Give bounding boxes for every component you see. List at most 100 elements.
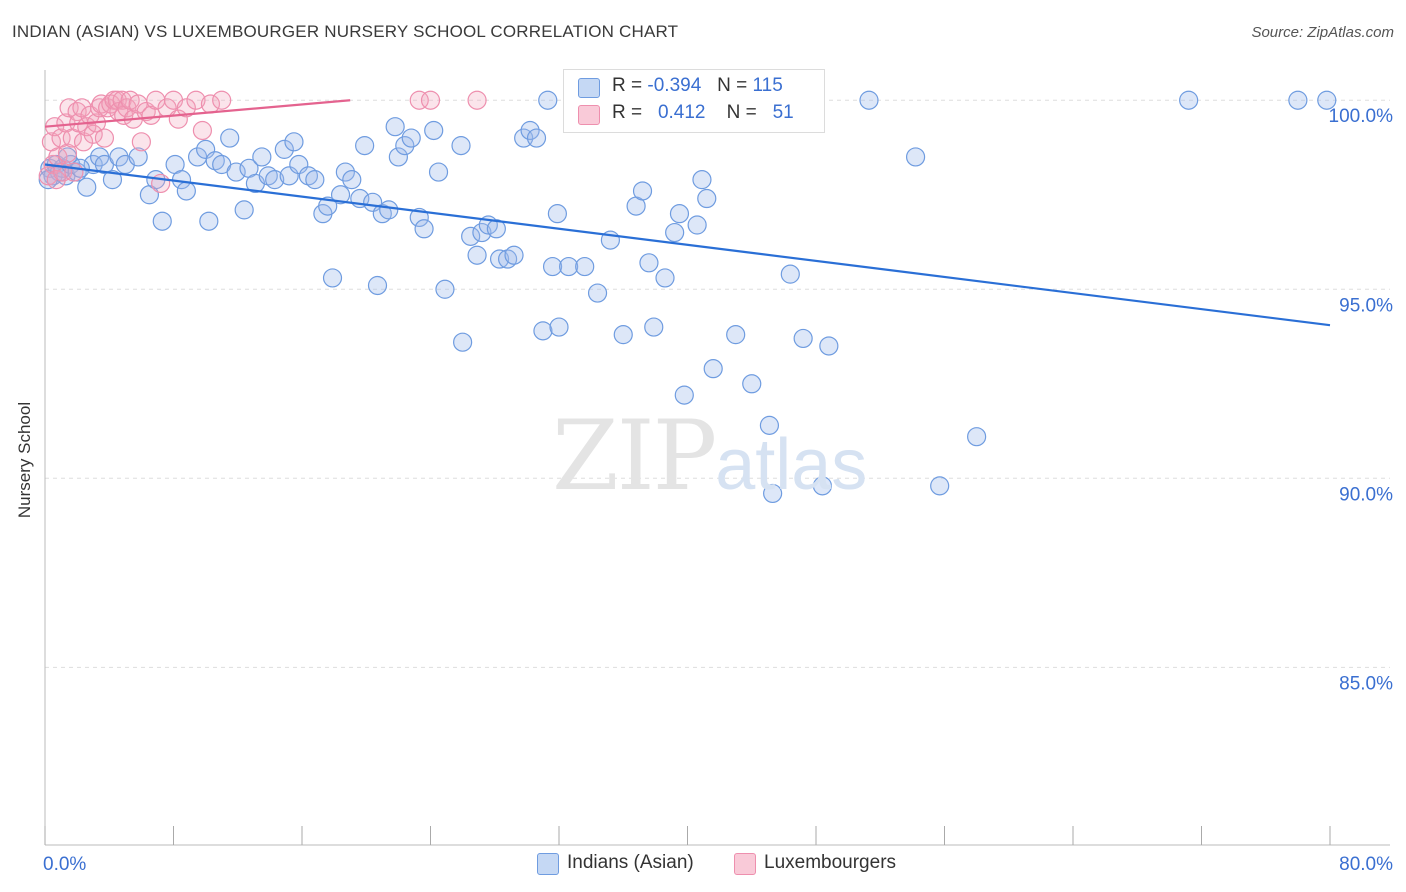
y-tick-label: 90.0% bbox=[1339, 484, 1393, 505]
indians-point bbox=[644, 317, 664, 337]
indians-point bbox=[674, 385, 694, 405]
indians-point bbox=[274, 139, 294, 159]
indians-point bbox=[355, 136, 375, 156]
indians-point bbox=[428, 162, 449, 182]
indians-point bbox=[504, 245, 524, 265]
watermark: ZIPatlas bbox=[552, 400, 867, 512]
indians-point bbox=[542, 256, 563, 277]
indians-point bbox=[102, 170, 123, 190]
luxembourger-point bbox=[46, 170, 66, 190]
indians-point bbox=[547, 204, 567, 224]
indians-point bbox=[1288, 90, 1308, 110]
axes bbox=[44, 70, 1390, 846]
indians-point bbox=[234, 200, 254, 220]
indians-point bbox=[388, 147, 408, 167]
indians-point bbox=[461, 226, 481, 246]
indians-point bbox=[453, 332, 473, 352]
indians-point bbox=[467, 245, 487, 265]
luxembourger-point bbox=[73, 132, 94, 152]
indians-point bbox=[472, 222, 492, 243]
indians-point bbox=[401, 128, 421, 148]
indians-point bbox=[759, 415, 780, 435]
luxembourger-point bbox=[212, 90, 232, 110]
luxembourger-point bbox=[64, 162, 84, 182]
indians-point bbox=[486, 219, 506, 239]
indians-point bbox=[780, 264, 800, 284]
indians-point bbox=[632, 181, 653, 201]
indians-point bbox=[526, 128, 547, 148]
luxembourger-point bbox=[420, 90, 441, 110]
indians-point bbox=[763, 483, 783, 504]
luxembourger-point bbox=[176, 98, 196, 118]
watermark-zip: ZIP bbox=[552, 400, 717, 512]
indians-point bbox=[520, 120, 540, 141]
chart-title: INDIAN (ASIAN) VS LUXEMBOURGER NURSERY S… bbox=[12, 22, 679, 41]
indians-point bbox=[199, 211, 219, 231]
series-legend: Indians (Asian) Luxembourgers bbox=[0, 851, 1406, 879]
indians-point bbox=[692, 170, 712, 190]
indians-point bbox=[930, 476, 950, 496]
indians-point bbox=[305, 170, 325, 190]
indians-point bbox=[613, 325, 633, 345]
luxembourger-point bbox=[131, 132, 151, 152]
indians-point bbox=[379, 200, 399, 220]
indians-point bbox=[77, 177, 97, 197]
luxembourger-trend-line bbox=[44, 99, 351, 128]
indians-point bbox=[318, 196, 338, 216]
indians-trend-line bbox=[44, 163, 1331, 327]
legend-text-indians: R = -0.394 N = 115 bbox=[612, 75, 783, 96]
indians-point bbox=[265, 170, 285, 190]
luxembourger-point bbox=[186, 90, 206, 110]
x-tick-label: 80.0% bbox=[1339, 854, 1393, 875]
luxembourger-point bbox=[409, 90, 429, 110]
indians-point bbox=[697, 188, 717, 209]
y-axis-label-container: Nursery School bbox=[10, 300, 40, 620]
indians-point bbox=[575, 256, 595, 277]
indians-point bbox=[703, 359, 723, 379]
luxembourger-point bbox=[83, 124, 103, 144]
y-tick-label: 100.0% bbox=[1329, 106, 1394, 127]
indians-point bbox=[342, 170, 362, 190]
indians-point bbox=[385, 117, 405, 137]
x-tick-label: 0.0% bbox=[43, 854, 86, 875]
y-axis-label: Nursery School bbox=[15, 401, 34, 519]
indians-point bbox=[905, 147, 926, 167]
legend-swatch-indians bbox=[578, 78, 600, 98]
indians-point bbox=[669, 204, 690, 224]
indians-point bbox=[435, 279, 455, 299]
indians-point bbox=[226, 162, 246, 182]
indians-point bbox=[176, 181, 196, 201]
indians-point bbox=[549, 317, 569, 337]
indians-point bbox=[655, 268, 675, 288]
indians-point bbox=[812, 476, 833, 496]
indians-point bbox=[967, 427, 987, 447]
luxembourger-point bbox=[467, 90, 487, 110]
indians-point bbox=[414, 219, 434, 239]
indians-point bbox=[367, 275, 388, 296]
indians-point bbox=[639, 253, 659, 273]
indians-point bbox=[330, 185, 351, 205]
luxembourger-point bbox=[57, 143, 78, 163]
tick-labels: 85.0% 90.0% 95.0% 100.0% 0.0% 80.0% bbox=[43, 106, 1393, 875]
trend-lines bbox=[44, 99, 1331, 327]
luxembourger-point bbox=[80, 105, 100, 125]
indians-point bbox=[687, 215, 707, 235]
indians-point bbox=[726, 325, 746, 345]
indians-point bbox=[538, 90, 558, 110]
source-label: Source: ZipAtlas.com bbox=[1251, 24, 1394, 41]
legend-text-luxembourgers: R = 0.412 N = 51 bbox=[612, 102, 794, 123]
indians-point bbox=[793, 328, 813, 349]
indians-point bbox=[109, 147, 129, 167]
indians-point bbox=[533, 321, 553, 341]
indians-point bbox=[1179, 90, 1199, 110]
y-tick-label: 95.0% bbox=[1339, 295, 1393, 316]
indians-point bbox=[451, 136, 471, 156]
indians-point bbox=[128, 147, 148, 167]
series-swatch-indians bbox=[537, 853, 559, 875]
indians-point bbox=[742, 374, 762, 394]
indians-point bbox=[220, 128, 240, 148]
luxembourger-point bbox=[192, 120, 213, 141]
indians-point bbox=[559, 256, 579, 277]
indians-point bbox=[819, 336, 839, 356]
